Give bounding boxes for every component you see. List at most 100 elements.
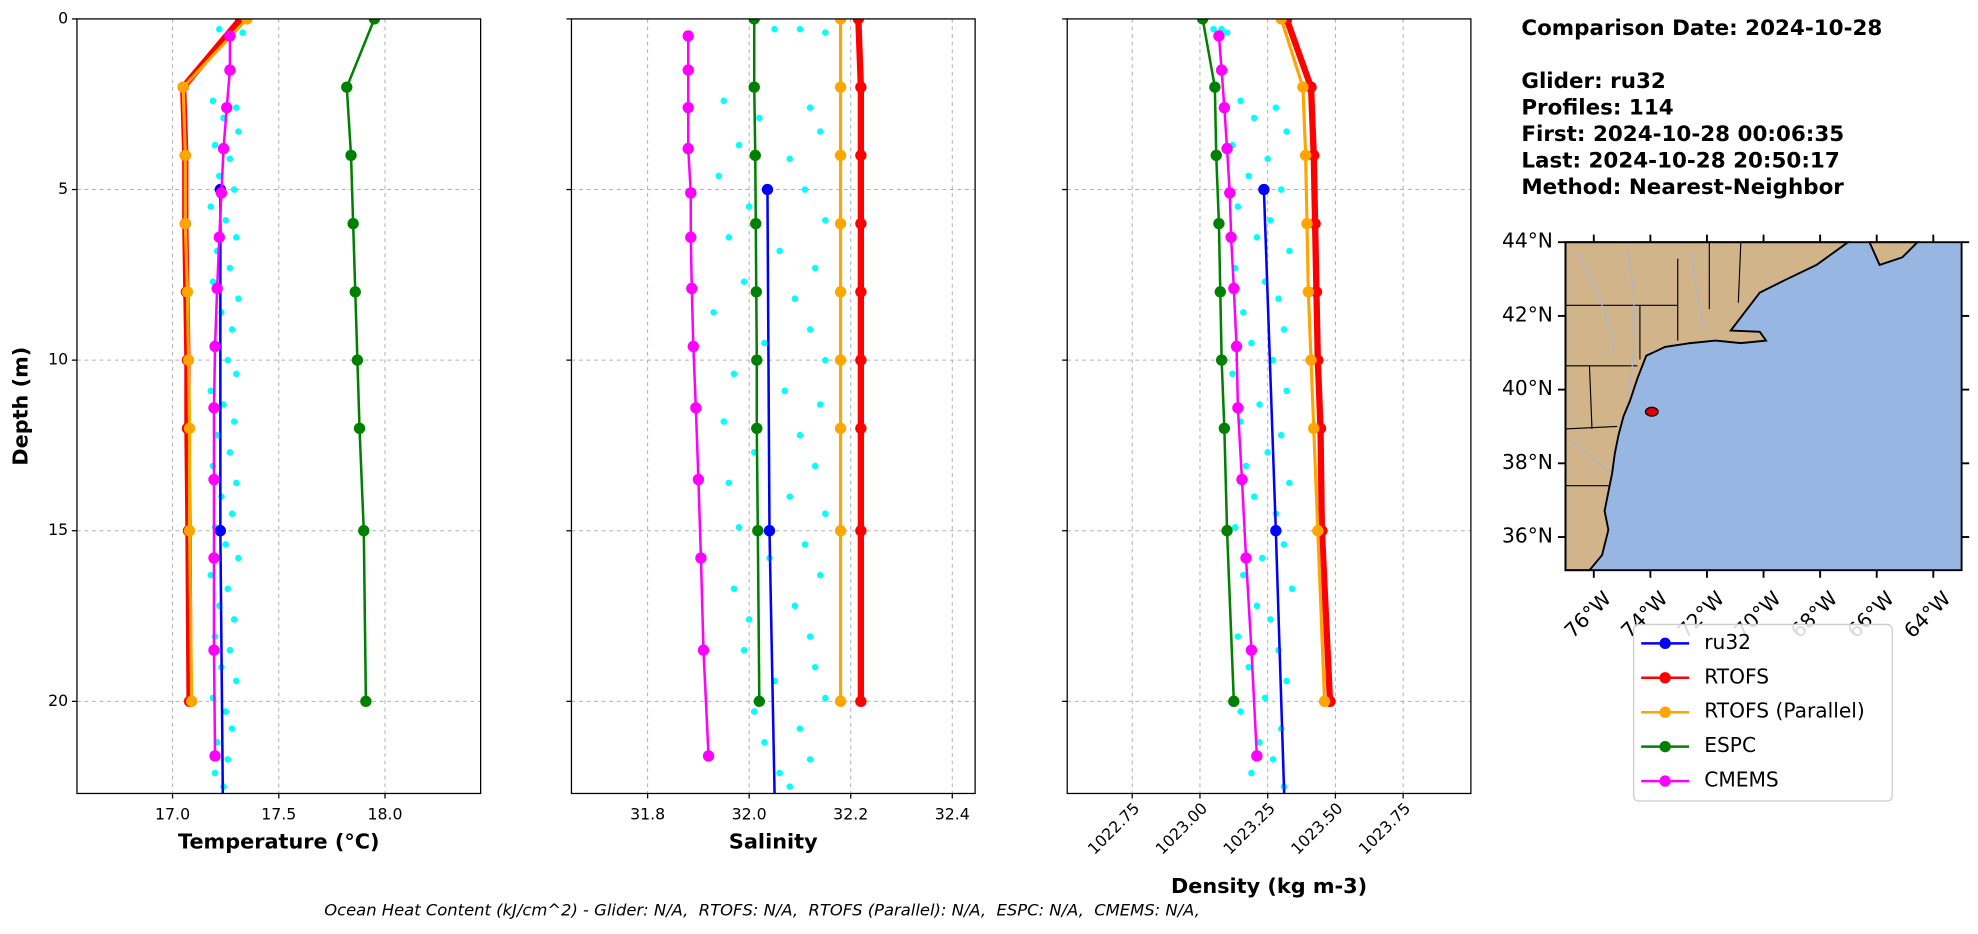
profile-marker — [834, 286, 847, 298]
info-line: Glider: ru32 — [1521, 69, 1665, 94]
profile-marker — [345, 149, 357, 162]
glider-point — [233, 479, 240, 487]
glider-point — [222, 541, 229, 548]
glider-point — [235, 554, 242, 562]
profile-marker — [834, 695, 847, 708]
glider-point — [806, 633, 814, 640]
profile-marker — [1308, 149, 1320, 162]
profile-marker — [748, 81, 760, 93]
profile-marker — [761, 183, 774, 196]
panel: 0 5 10 15 20 17.0 17.5 18.0 Temperature (°C) Dept… — [8, 8, 482, 877]
profile-marker — [834, 422, 847, 435]
glider-point — [226, 155, 234, 163]
profile-marker — [1258, 183, 1270, 196]
profile-marker — [855, 217, 867, 230]
profile-marker — [1270, 525, 1282, 537]
glider-point — [730, 585, 738, 593]
profile-marker — [360, 695, 372, 708]
glider-point — [1210, 25, 1217, 33]
map: 76°W 74°W 72°W 70°W 68°W 66°W 64°W36°N38°N40°N… — [1502, 229, 1970, 643]
profile-marker — [682, 142, 694, 155]
profile-marker — [1302, 286, 1315, 298]
legend-label: ru32 — [1704, 630, 1751, 654]
profile-marker — [695, 552, 707, 564]
glider-point — [230, 616, 238, 623]
glider-point — [224, 356, 232, 364]
profile-marker — [1245, 644, 1258, 656]
map-y-tick-label: 42°N — [1502, 302, 1553, 326]
glider-point — [1288, 585, 1296, 593]
profile-marker — [702, 750, 715, 762]
profile-marker — [347, 217, 359, 230]
glider-point — [811, 663, 819, 671]
profile-marker — [855, 81, 867, 93]
profile-marker — [181, 286, 194, 298]
profile-marker — [1308, 422, 1320, 435]
map-y-tick-label: 36°N — [1502, 524, 1553, 548]
glider-point — [740, 646, 748, 654]
panel: 1022.75 1023.00 1023.25 1023.50 1023.75 Densi… — [1062, 18, 1472, 898]
profile-marker — [1275, 18, 1287, 25]
glider-point — [725, 479, 733, 487]
glider-point — [1267, 616, 1274, 623]
profile-marker — [211, 282, 223, 295]
glider-point — [1248, 339, 1255, 347]
x-axis-label: Temperature (°C) — [178, 830, 379, 854]
legend-label: CMEMS — [1704, 768, 1778, 792]
land — [1564, 241, 1852, 572]
profile-marker — [751, 422, 763, 435]
profile-marker — [1310, 286, 1323, 298]
profile-marker — [1228, 695, 1240, 708]
glider-point — [715, 172, 722, 180]
profile-marker — [241, 18, 253, 25]
glider-point — [1283, 128, 1290, 135]
legend-label: RTOFS — [1704, 664, 1769, 688]
profile-marker — [224, 64, 236, 76]
profile-marker — [834, 149, 847, 162]
glider-point — [811, 462, 819, 470]
glider-point — [730, 370, 738, 378]
profile-marker — [682, 64, 694, 76]
glider-point — [806, 104, 814, 111]
x-tick-label: 32.0 — [732, 804, 767, 823]
profile-marker — [697, 644, 710, 656]
glider-point — [806, 326, 814, 333]
profile-marker — [179, 149, 191, 162]
glider-point — [806, 756, 814, 763]
glider-point — [1283, 677, 1290, 685]
glider-point — [233, 677, 240, 685]
x-tick-label: 32.4 — [935, 804, 970, 823]
glider-point — [226, 646, 234, 654]
profile-marker — [349, 286, 361, 298]
glider-point — [209, 97, 217, 105]
state-borders — [1565, 242, 1742, 487]
profile-marker — [855, 286, 867, 298]
profile-marker — [1221, 525, 1233, 537]
profile-marker — [224, 30, 236, 42]
footnote: Ocean Heat Content (kJ/cm^2) - Glider: N… — [324, 900, 1200, 919]
profile-marker — [208, 473, 220, 486]
profile-marker — [218, 866, 229, 877]
profile-marker — [852, 18, 865, 25]
info-line: Last: 2024-10-28 20:50:17 — [1521, 148, 1839, 173]
profile-marker — [753, 695, 766, 708]
y-tick-label: 15 — [48, 520, 68, 539]
glider-point — [786, 155, 794, 163]
glider-point — [1269, 356, 1277, 364]
glider-point — [710, 309, 717, 316]
map-y-tick-label: 44°N — [1502, 229, 1553, 253]
profile-marker — [855, 354, 867, 366]
x-tick-label: 18.0 — [367, 804, 402, 823]
glider-point — [740, 278, 748, 285]
glider-point — [228, 326, 236, 333]
glider-point — [720, 418, 728, 425]
profile-marker — [686, 282, 698, 295]
glider-point — [213, 431, 221, 439]
glider-point — [224, 756, 232, 763]
profile-marker — [1214, 286, 1226, 298]
axes-frame — [570, 18, 976, 795]
profile-marker — [183, 525, 196, 537]
profile-marker — [1225, 231, 1237, 243]
y-tick-label: 10 — [48, 350, 68, 369]
profile-marker — [183, 422, 196, 435]
